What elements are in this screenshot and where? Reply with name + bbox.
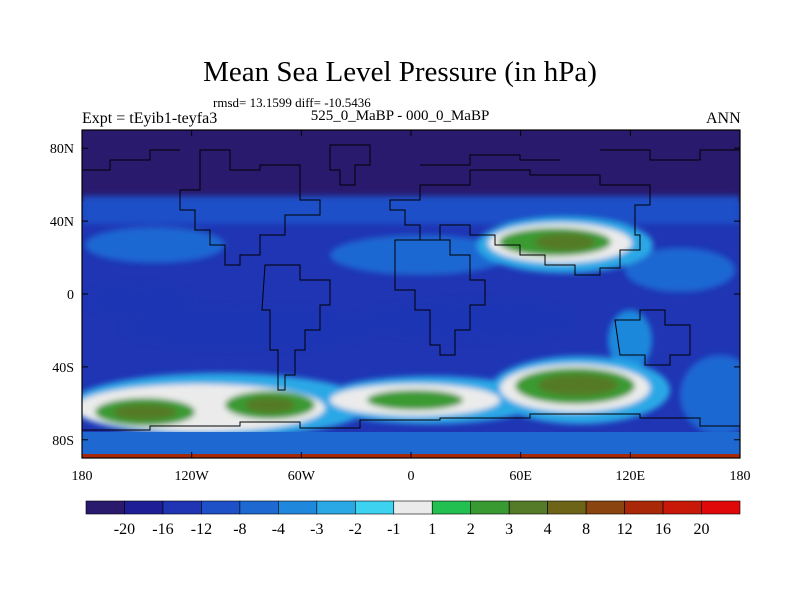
experiment-label: Expt = tEyib1-teyfa3 (82, 110, 218, 127)
y-tick-label: 80N (50, 142, 74, 157)
colorbar-swatch (662, 500, 702, 515)
colorbar-swatch (85, 500, 125, 515)
colorbar-label: -16 (152, 521, 173, 538)
colorbar-swatch (701, 500, 741, 515)
coastline-australia (614, 309, 691, 366)
coastline-north-america (179, 149, 321, 266)
y-tick-label: 0 (67, 288, 74, 303)
colorbar-swatch (354, 500, 395, 515)
colorbar-label: -4 (272, 521, 285, 538)
axis-ticks: 180 120W 60W 0 60E 120E 180 80N 40N 0 40S 80S (50, 130, 751, 484)
x-tick-label: 120E (616, 469, 646, 484)
coastline-greenland (329, 144, 371, 186)
southern-ocean-green-3 (367, 390, 463, 410)
colorbar-swatch (585, 500, 625, 515)
light-patch-2 (330, 235, 510, 275)
colorbar-swatch (624, 500, 664, 515)
colorbar-swatch (393, 500, 433, 515)
light-patch-3 (625, 248, 735, 292)
tropical-low-3 (85, 284, 195, 316)
colorbar-swatch (278, 500, 318, 515)
coastline-antarctica (82, 413, 740, 431)
x-tick-label: 0 (408, 469, 415, 484)
map-area (82, 130, 740, 458)
colorbar-swatch (162, 500, 202, 515)
colorbar-label: 2 (467, 521, 475, 538)
colorbar-label: 8 (582, 521, 590, 538)
colorbar-swatch (124, 500, 164, 515)
colorbar-swatch (431, 500, 472, 515)
season-label: ANN (706, 110, 741, 127)
colorbar-swatch (547, 500, 587, 515)
southern-ocean-core-2 (245, 397, 295, 413)
east-asia-high-core (535, 233, 595, 251)
light-patch-1 (85, 227, 225, 263)
x-tick-label: 120W (175, 469, 210, 484)
colorbar-label: -3 (310, 521, 323, 538)
colorbar-label: 3 (505, 521, 513, 538)
colorbar-label: 1 (428, 521, 436, 538)
x-tick-label: 180 (72, 469, 93, 484)
y-tick-label: 40S (52, 361, 74, 376)
colorbar-label: -20 (114, 521, 135, 538)
light-patch-5 (680, 355, 740, 435)
colorbar-label: 4 (544, 521, 552, 538)
southern-ocean-core-4 (538, 374, 618, 396)
colorbar-label: -2 (349, 521, 362, 538)
colorbar-swatch (470, 500, 510, 515)
colorbar-label: -8 (233, 521, 246, 538)
north-polar-low (82, 130, 740, 202)
colorbar-swatch (239, 500, 279, 515)
southern-ocean-core-1 (113, 404, 177, 420)
chart-title: Mean Sea Level Pressure (in hPa) (203, 56, 597, 88)
chart-subtitle: 525_0_MaBP - 000_0_MaBP (310, 108, 490, 124)
colorbar: -20 -16 -12 -8 -4 -3 -2 -1 1 2 3 4 8 12 16 20 (85, 500, 741, 538)
coastline-south-america (261, 264, 331, 391)
y-tick-label: 80S (52, 434, 74, 449)
x-tick-label: 60W (288, 469, 316, 484)
y-tick-label: 40N (50, 215, 74, 230)
x-tick-label: 60E (509, 469, 532, 484)
colorbar-swatch (508, 500, 548, 515)
colorbar-swatch (316, 500, 356, 515)
colorbar-label: 20 (694, 521, 710, 538)
colorbar-swatch (201, 500, 241, 515)
tropical-low-1 (120, 306, 380, 350)
x-tick-label: 180 (730, 469, 751, 484)
colorbar-label: 12 (617, 521, 633, 538)
coastline-africa (394, 239, 486, 356)
colorbar-label: -1 (387, 521, 400, 538)
colorbar-label: -12 (191, 521, 212, 538)
colorbar-label: 16 (655, 521, 671, 538)
coastline-arctic (82, 149, 740, 171)
stats-label: rmsd= 13.1599 diff= -10.5436 (213, 95, 371, 110)
coastlines (82, 144, 740, 431)
